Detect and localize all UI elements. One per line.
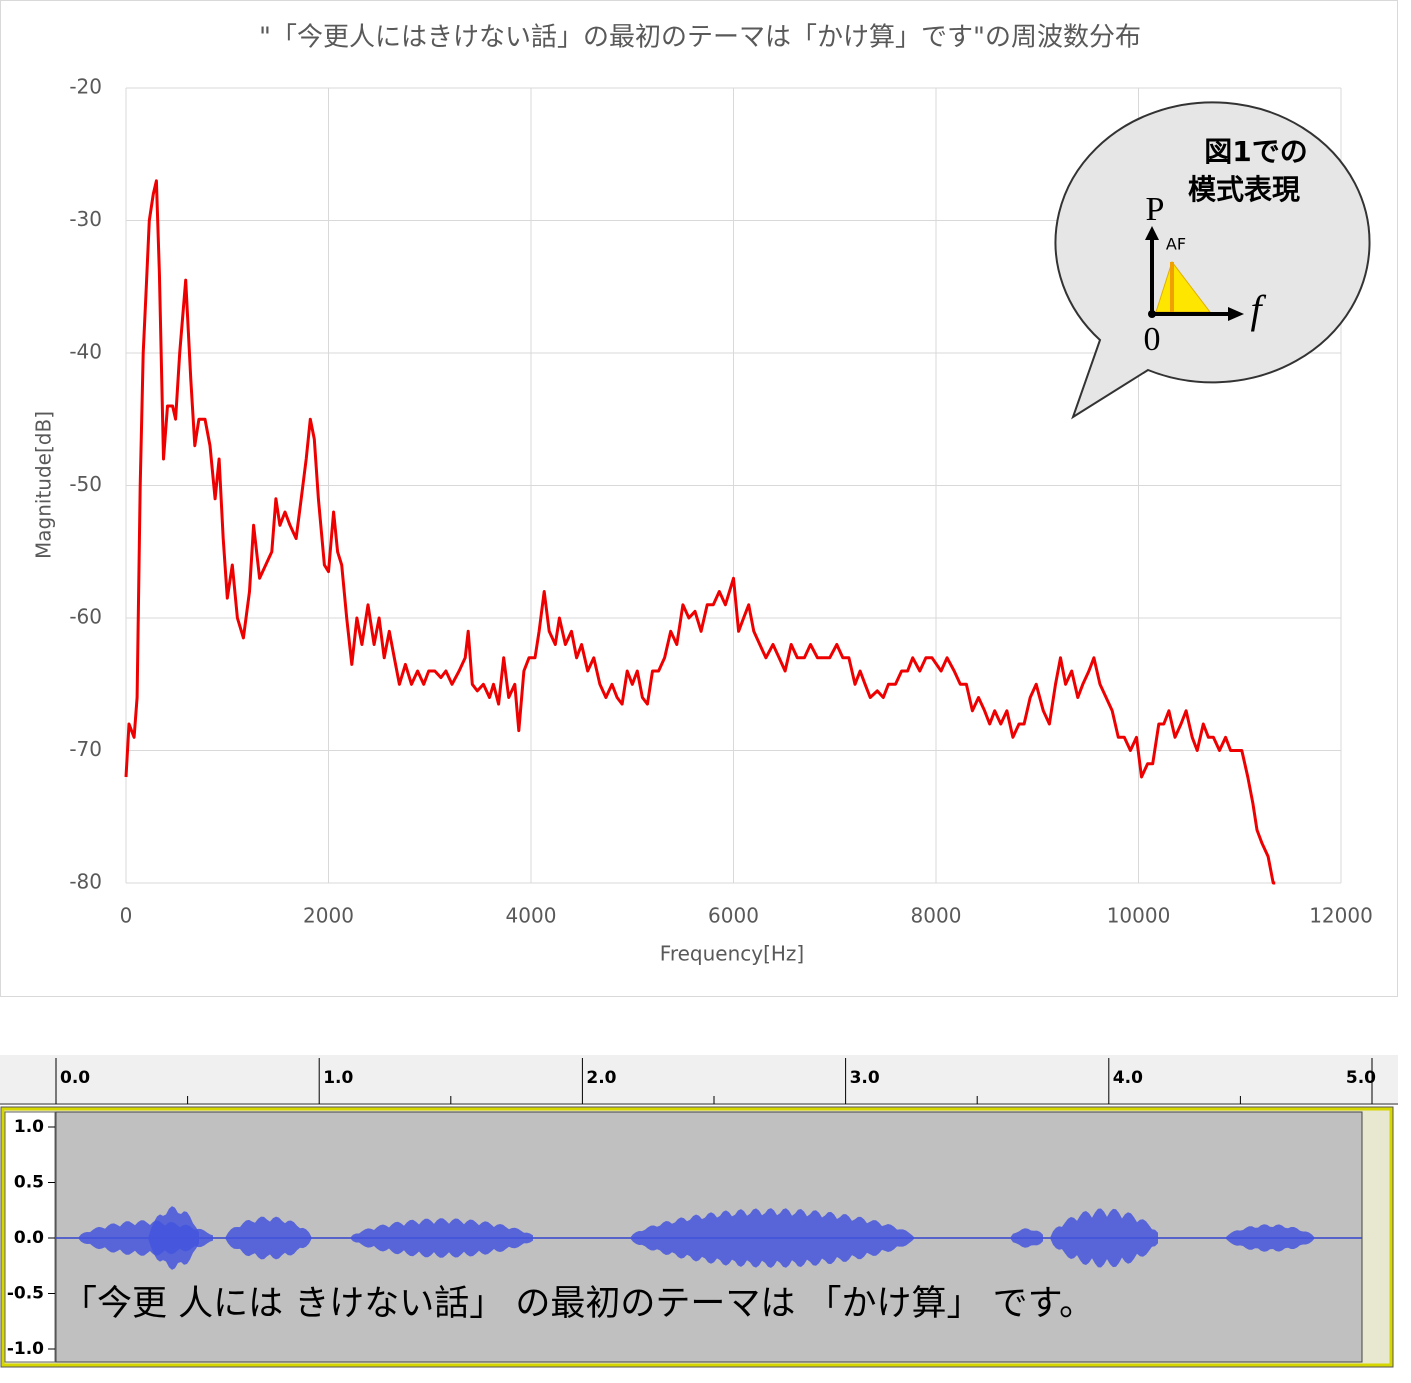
x-tick-label: 8000 [911, 904, 962, 928]
track-highlight [1, 1107, 1393, 1367]
x-axis-label: Frequency[Hz] [660, 942, 804, 966]
callout-bubble [1054, 101, 1371, 420]
x-tick-label: 0 [120, 904, 133, 928]
caption: 「今更 人には きけない話」 の最初のテーマは 「かけ算」 です。 [62, 1284, 1094, 1324]
x-tick-label: 2.0 [586, 1068, 616, 1088]
track-scale [4, 1111, 56, 1363]
arrow-head [1228, 307, 1244, 321]
origin-dot [1148, 310, 1156, 318]
arrow-head [1145, 226, 1159, 240]
x-tick-label: 0.0 [60, 1068, 90, 1088]
y-tick-label: -70 [69, 737, 102, 761]
y-tick-label: -30 [69, 207, 102, 231]
callout-text: 図1での [1204, 135, 1307, 168]
wave-blob [350, 1218, 533, 1258]
x-tick-label: 1.0 [323, 1068, 353, 1088]
y-tick-label: 0.5 [14, 1173, 44, 1193]
x-tick-label: 4000 [506, 904, 557, 928]
x-tick-label: 4.0 [1113, 1068, 1143, 1088]
x-tick-label: 2000 [303, 904, 354, 928]
x-tick-label: 5.0 [1346, 1068, 1376, 1088]
y-tick-label: -50 [69, 472, 102, 496]
y-tick-label: -20 [69, 75, 102, 99]
y-tick-label: 1.0 [14, 1117, 44, 1137]
y-tick-label: 0.0 [14, 1228, 44, 1248]
wave-blob [1225, 1224, 1315, 1252]
y-tick-label: -80 [69, 870, 102, 894]
y-tick-label: -0.5 [7, 1284, 44, 1304]
x-tick-label: 12000 [1309, 904, 1373, 928]
y-tick-label: -1.0 [7, 1339, 44, 1359]
diagram-label: P [1146, 191, 1165, 228]
waveform [56, 1206, 1362, 1270]
y-axis-label: Magnitude[dB] [32, 411, 56, 559]
chart-title: "「今更人にはきけない話」の最初のテーマは「かけ算」です"の周波数分布 [259, 23, 1141, 53]
plot: -20 -30 -40 -50 -60 -70 -80 0 2000 4000 6000 8000 10… [69, 75, 1372, 928]
time-ruler [0, 1055, 1398, 1105]
y-tick-label: -40 [69, 340, 102, 364]
x-tick-label: 10000 [1107, 904, 1171, 928]
spectrum-line [124, 179, 1276, 885]
callout: 図1での 模式表現 P AF f 0 [1054, 101, 1371, 420]
callout-text: 模式表現 [1188, 173, 1300, 206]
wave-blob [148, 1206, 199, 1270]
wave-blob [1010, 1228, 1043, 1248]
wave-blob [225, 1216, 312, 1260]
diagram-label: AF [1166, 235, 1186, 254]
wave-blob [1050, 1208, 1158, 1268]
diagram-label: 0 [1144, 321, 1161, 358]
wave-blob [630, 1208, 915, 1268]
x-tick-label: 6000 [708, 904, 759, 928]
x-tick-label: 3.0 [850, 1068, 880, 1088]
y-tick-label: -60 [69, 605, 102, 629]
